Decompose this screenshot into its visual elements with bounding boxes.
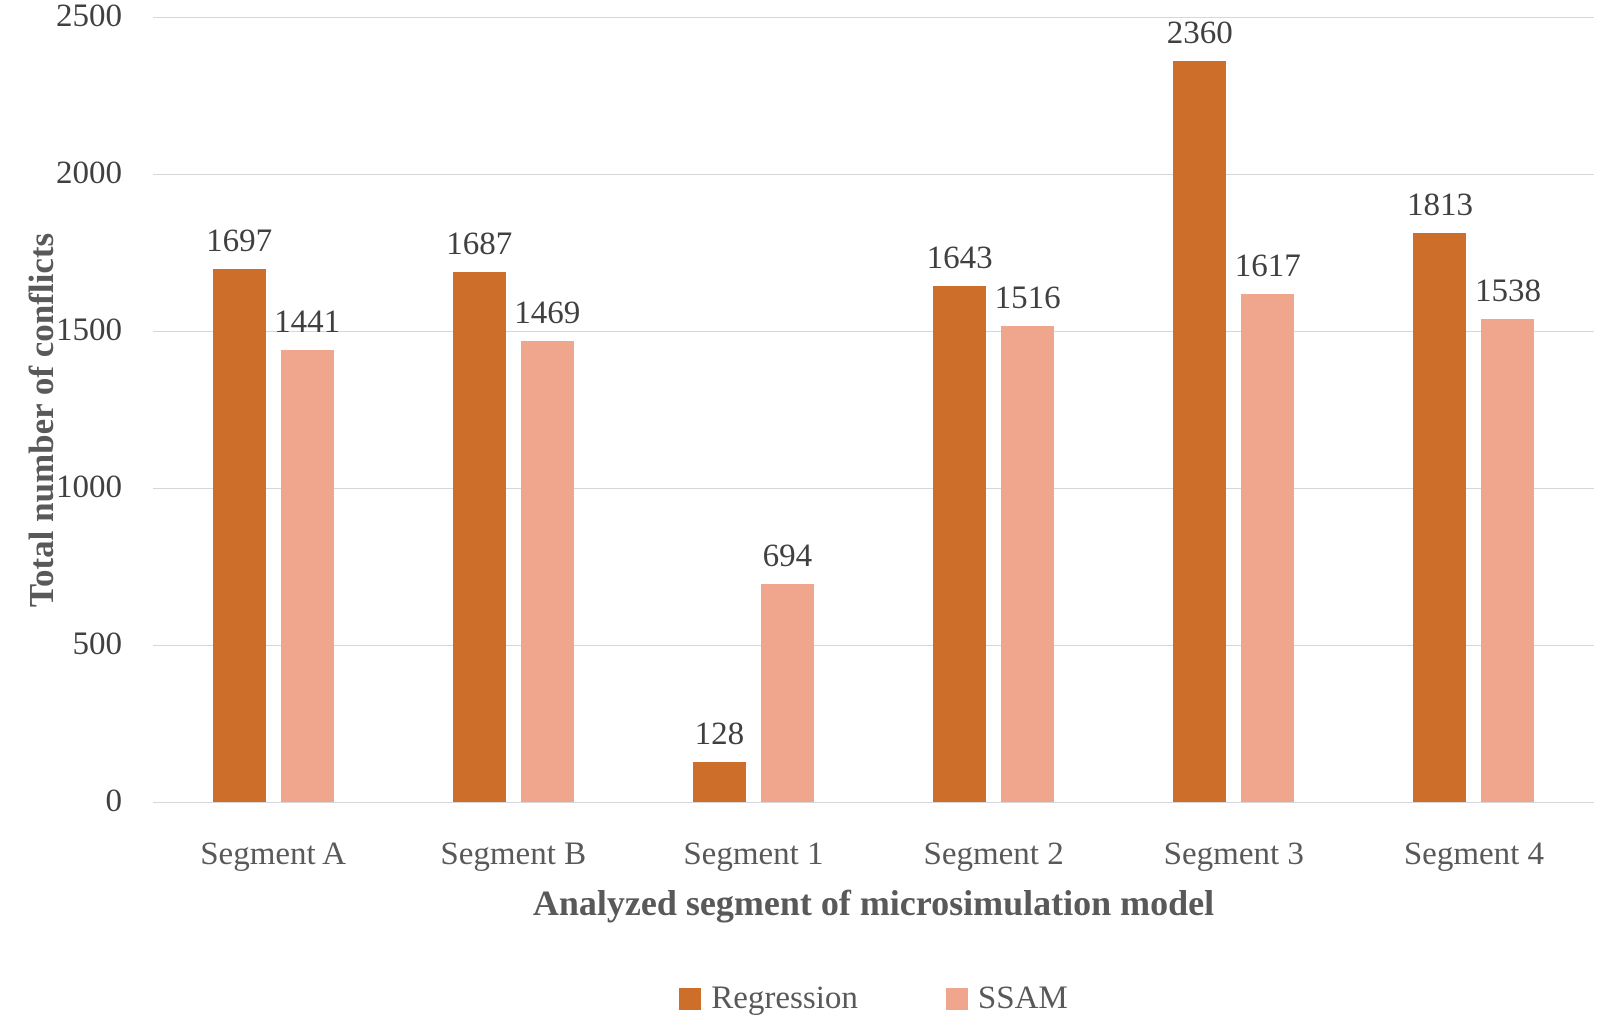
bar-ssam-segment-1: 694 <box>760 538 814 802</box>
category-group-segment-b: 1687 1469 <box>393 17 633 802</box>
bar-ssam-segment-b: 1469 <box>514 295 580 802</box>
gridline-2500 <box>153 17 1594 18</box>
bar-regression-segment-1: 128 <box>692 716 746 802</box>
category-group-segment-a: 1697 1441 <box>153 17 393 802</box>
category-group-segment-4: 1813 1538 <box>1354 17 1594 802</box>
bar-value-label: 1687 <box>446 226 513 263</box>
category-group-segment-3: 2360 1617 <box>1114 15 1354 802</box>
bar-value-label: 128 <box>694 715 745 752</box>
legend-swatch-ssam <box>945 987 968 1010</box>
bar-value-label: 1813 <box>1406 186 1473 223</box>
category-label-segment-3: Segment 3 <box>1163 836 1304 872</box>
bar-value-label: 1516 <box>994 279 1061 316</box>
bar-regression-segment-2: 1643 <box>927 240 993 802</box>
legend-item-regression: Regression <box>679 980 858 1017</box>
gridline-1500 <box>153 331 1594 332</box>
bar-value-label: 1643 <box>926 240 993 277</box>
y-tick-label-500: 500 <box>72 625 123 662</box>
y-tick-label-1000: 1000 <box>56 468 122 505</box>
bar-groups: 1697 1441 1687 1469 128 694 1643 1516 2360 1617 18… <box>153 15 1594 802</box>
bar-value-label: 1469 <box>514 294 581 331</box>
legend-swatch-regression <box>679 987 702 1010</box>
category-label-segment-b: Segment B <box>440 836 587 872</box>
gridline-1000 <box>153 488 1594 489</box>
category-label-segment-1: Segment 1 <box>683 836 824 872</box>
bar-value-label: 694 <box>762 538 813 575</box>
bar-value-label: 1441 <box>274 303 341 340</box>
bar-regression-segment-b: 1687 <box>446 226 512 802</box>
category-label-segment-a: Segment A <box>200 836 346 872</box>
category-group-segment-1: 128 694 <box>633 17 873 802</box>
plot-area: 1697 1441 1687 1469 128 694 1643 1516 2360 1617 18… <box>153 15 1594 803</box>
category-group-segment-2: 1643 1516 <box>874 17 1114 802</box>
legend: Regression SSAM <box>153 980 1594 1017</box>
gridline-2000 <box>153 174 1594 175</box>
bar-regression-segment-4: 1813 <box>1407 187 1473 802</box>
x-axis-title: Analyzed segment of microsimulation mode… <box>532 883 1215 923</box>
category-label-segment-4: Segment 4 <box>1403 836 1545 872</box>
legend-label-regression: Regression <box>711 980 858 1016</box>
bar-ssam-segment-2: 1516 <box>995 280 1061 802</box>
category-label-segment-2: Segment 2 <box>923 836 1064 872</box>
bar-value-label: 1538 <box>1474 273 1541 310</box>
gridline-0 <box>153 802 1594 803</box>
legend-label-ssam: SSAM <box>977 980 1068 1016</box>
y-tick-label-2000: 2000 <box>56 154 122 191</box>
category-axis-labels: Segment A Segment B Segment 1 Segment 2 Segm… <box>153 836 1594 873</box>
bar-regression-segment-a: 1697 <box>206 223 272 802</box>
y-tick-label-0: 0 <box>105 782 123 819</box>
bar-value-label: 1697 <box>206 223 273 260</box>
bar-ssam-segment-3: 1617 <box>1235 248 1301 802</box>
bar-ssam-segment-4: 1538 <box>1475 273 1541 802</box>
bar-ssam-segment-a: 1441 <box>274 304 340 802</box>
legend-item-ssam: SSAM <box>945 980 1068 1017</box>
y-tick-label-2500: 2500 <box>56 0 122 34</box>
bar-value-label: 1617 <box>1234 248 1301 285</box>
bar-value-label: 2360 <box>1166 14 1233 51</box>
y-tick-label-1500: 1500 <box>56 311 122 348</box>
y-axis-tick-labels: 0 500 1000 1500 2000 2500 <box>0 0 122 1026</box>
bar-regression-segment-3: 2360 <box>1167 15 1233 802</box>
gridline-500 <box>153 645 1594 646</box>
